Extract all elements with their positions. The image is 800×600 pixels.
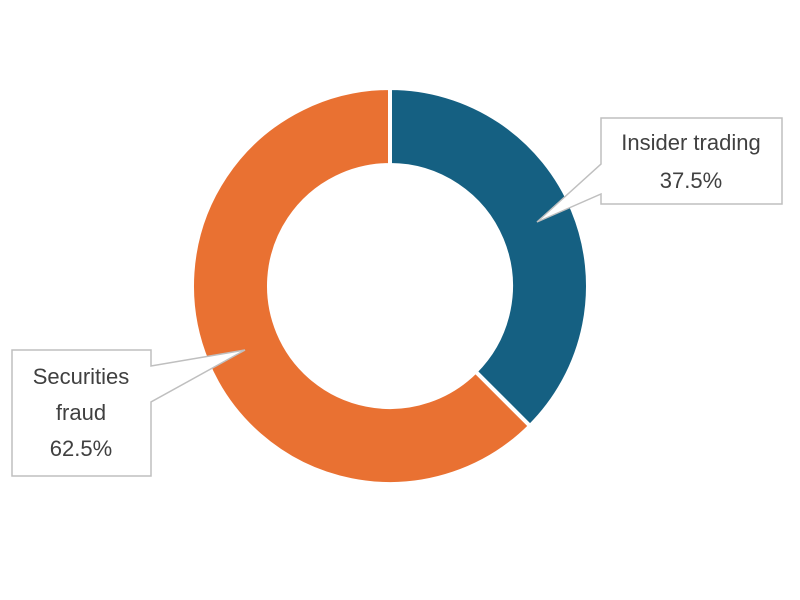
callout-insider-trading: Insider trading 37.5% (536, 117, 783, 223)
callout-value-insider-trading: 37.5% (660, 168, 722, 193)
slice-securities-fraud (190, 85, 533, 486)
callout-name-securities-fraud-line1: Securities (33, 364, 130, 389)
callout-box-insider-trading (536, 117, 783, 223)
donut-slices (190, 85, 590, 486)
callout-value-securities-fraud: 62.5% (50, 436, 112, 461)
callout-name-securities-fraud-line2: fraud (56, 400, 106, 425)
callout-securities-fraud: Securities fraud 62.5% (11, 349, 246, 477)
callout-box-securities-fraud (11, 349, 246, 477)
slice-insider-trading (388, 85, 590, 429)
callout-name-insider-trading: Insider trading (621, 130, 760, 155)
